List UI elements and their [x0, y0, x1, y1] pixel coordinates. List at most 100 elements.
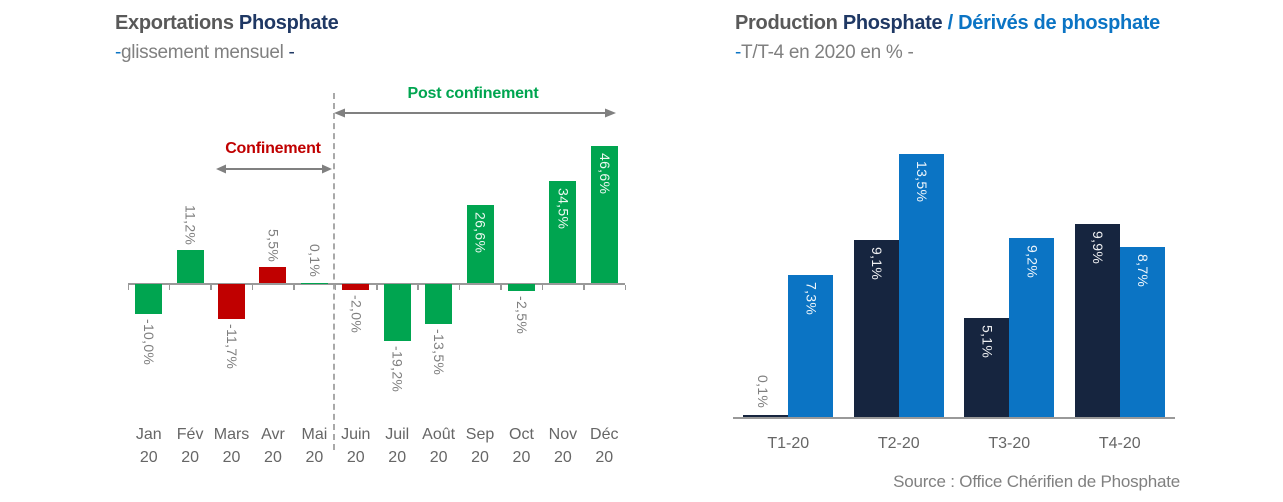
bar-value-label: 46,6% — [596, 152, 613, 194]
bar-value-label: 13,5% — [913, 160, 930, 202]
year-label: 20 — [512, 449, 531, 466]
bar-value-label: 9,1% — [868, 246, 885, 280]
axis-tick — [458, 285, 461, 290]
bar-value-label: 8,7% — [1134, 254, 1151, 288]
axis-tick — [583, 285, 585, 290]
x-axis-label: Fév 20 — [167, 423, 213, 469]
month-label: Juin — [341, 426, 371, 443]
month-label: Mai — [301, 426, 328, 443]
x-axis-label: Mai 20 — [291, 423, 337, 469]
bar-value-label: -2,0% — [348, 294, 365, 333]
right-title-part3: / Dérivés de phosphate — [947, 12, 1161, 34]
x-axis-label: T2-20 — [877, 435, 920, 452]
bar-Jan — [135, 284, 163, 314]
left-chart-subtitle: -glissement mensuel - — [115, 42, 295, 64]
bar-Déc — [590, 145, 618, 283]
year-label: 20 — [429, 449, 448, 466]
x-axis-label: T1-20 — [767, 435, 810, 452]
right-chart-title: Production Phosphate / Dérivés de phosph… — [735, 12, 1160, 35]
post-confinement-arrow — [334, 108, 616, 118]
bar-Juil — [383, 284, 411, 341]
x-axis-label: T4-20 — [1098, 435, 1141, 452]
x-axis-label: Mars 20 — [209, 423, 255, 469]
left-chart-title: Exportations Phosphate — [115, 12, 339, 35]
axis-tick — [210, 285, 212, 290]
month-label: Mars — [213, 426, 250, 443]
left-subtitle-lead-dash: - — [115, 42, 122, 63]
axis-tick — [417, 285, 419, 290]
right-subtitle-trail-dash: - — [907, 42, 914, 63]
bar-value-label: -19,2% — [389, 345, 406, 392]
exportations-monthly-bar-chart: Post confinement Confinement -10,0% Jan 20… — [127, 85, 627, 485]
month-label: Oct — [509, 426, 534, 443]
bar-T4-20-derives — [1119, 247, 1165, 417]
month-label: Août — [422, 426, 456, 443]
confinement-label: Confinement — [225, 140, 321, 157]
axis-tick — [541, 285, 544, 290]
axis-tick — [624, 285, 626, 290]
bar-value-label: 34,5% — [555, 188, 572, 230]
x-axis-label: T3-20 — [988, 435, 1031, 452]
month-label: Avr — [261, 426, 285, 443]
bar-value-label: 0,1% — [754, 374, 771, 408]
right-subtitle-text: T/T-4 en 2020 en % — [741, 42, 908, 63]
production-quarterly-grouped-bar-chart: 0,1% 7,3% T1-20 9,1% 13,5% T2-20 5,1% 9,2% T3-20… — [733, 140, 1175, 452]
bar-T1-20-derives — [788, 274, 834, 417]
bar-Oct — [507, 284, 535, 292]
left-title-part1: Exportations — [115, 12, 239, 34]
right-title-part2: Phosphate — [842, 12, 948, 34]
bar-value-label: 26,6% — [472, 211, 489, 253]
bar-T2-20-phosphate — [853, 239, 899, 417]
year-label: 20 — [305, 449, 324, 466]
bar-value-label: 11,2% — [182, 204, 199, 245]
bar-Juin — [342, 284, 370, 290]
bar-T1-20-phosphate — [743, 415, 789, 417]
year-label: 20 — [181, 449, 200, 466]
axis-tick — [334, 285, 337, 290]
bar-T3-20-phosphate — [964, 317, 1010, 417]
bar-Avr — [259, 266, 287, 283]
right-chart-subtitle: -T/T-4 en 2020 en % - — [735, 42, 914, 64]
confinement-divider-line — [333, 93, 335, 450]
x-axis-label: Juin 20 — [333, 423, 379, 469]
bar-value-label: -11,7% — [224, 323, 241, 369]
bar-value-label: 9,9% — [1089, 230, 1106, 265]
year-label: 20 — [595, 449, 614, 466]
year-label: 20 — [264, 449, 282, 466]
x-axis-label: Juil 20 — [374, 423, 420, 469]
year-label: 20 — [471, 449, 489, 466]
month-label: Fév — [176, 426, 204, 443]
x-axis-label: Déc 20 — [581, 423, 627, 469]
axis-tick — [251, 285, 254, 290]
month-label: Déc — [590, 426, 619, 443]
x-axis-label: Nov 20 — [540, 423, 586, 469]
month-label: Jan — [135, 426, 162, 443]
year-label: 20 — [553, 449, 572, 466]
axis-tick — [127, 285, 129, 290]
right-x-axis — [733, 417, 1175, 419]
bar-value-label: 7,3% — [803, 281, 820, 315]
x-axis-label: Sep 20 — [457, 423, 503, 469]
year-label: 20 — [139, 449, 158, 466]
left-x-axis — [128, 283, 625, 285]
bar-T3-20-derives — [1009, 237, 1055, 417]
left-title-part2: Phosphate — [238, 12, 339, 34]
bar-Mars — [218, 284, 246, 319]
x-axis-label: Août 20 — [416, 423, 462, 469]
bar-Fév — [176, 249, 204, 283]
bar-value-label: 0,1% — [306, 244, 323, 278]
x-axis-label: Avr 20 — [250, 423, 296, 469]
axis-tick — [500, 285, 502, 290]
bar-value-label: 5,1% — [979, 324, 996, 358]
left-subtitle-trail-dash: - — [288, 42, 295, 63]
right-title-part1: Production — [735, 12, 843, 34]
month-label: Juil — [385, 426, 410, 443]
x-axis-label: Oct 20 — [498, 423, 544, 469]
axis-tick — [168, 285, 171, 290]
left-subtitle-text: glissement mensuel — [121, 42, 289, 63]
month-label: Sep — [465, 426, 495, 443]
bar-value-label: 9,2% — [1024, 244, 1041, 278]
confinement-arrow — [216, 164, 332, 174]
year-label: 20 — [346, 449, 365, 466]
bar-value-label: 5,5% — [265, 228, 282, 262]
